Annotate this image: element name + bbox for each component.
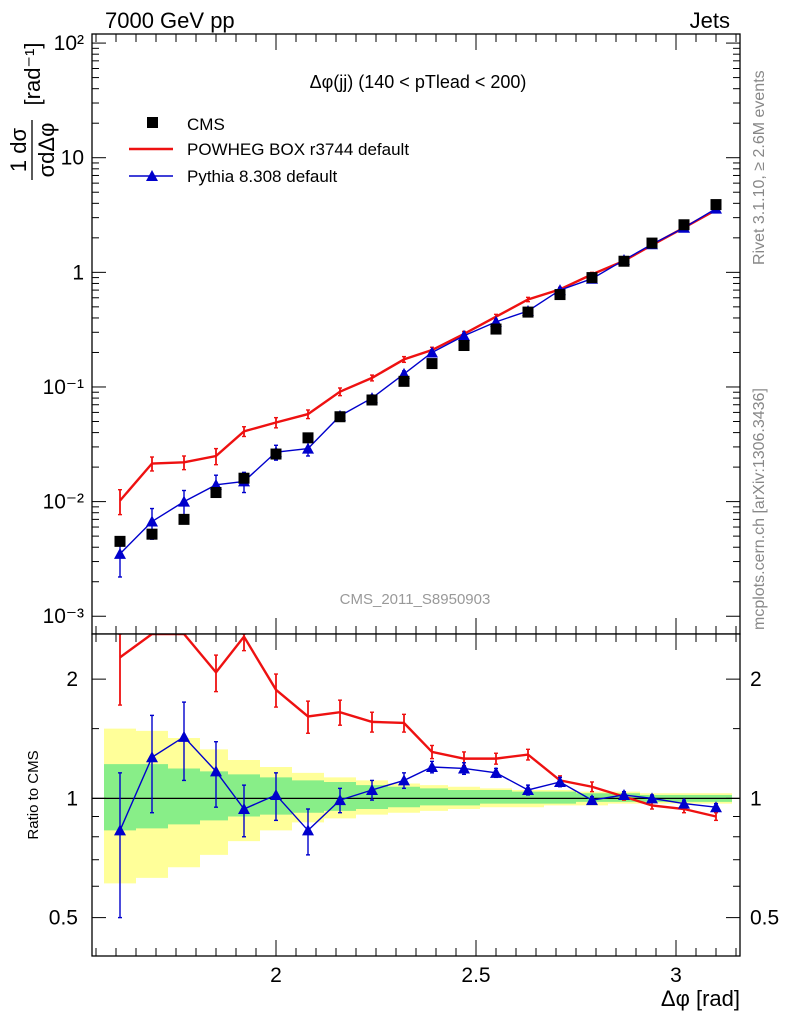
pythia-point xyxy=(114,547,126,559)
legend-entry-cms: CMS xyxy=(147,115,225,134)
ratio-pythia-point xyxy=(238,803,250,815)
cms-point xyxy=(458,340,470,352)
ratio-pythia-point xyxy=(646,792,658,804)
cms-point xyxy=(646,237,658,249)
ratio-pythia-point xyxy=(490,766,502,778)
y-tick-label: 10⁻² xyxy=(43,491,84,514)
ratio-pythia-point xyxy=(146,751,158,763)
chart-title: Δφ(jj) (140 < pTlead < 200) xyxy=(310,72,527,92)
cms-point xyxy=(710,199,722,211)
y-tick-label: 1 xyxy=(72,261,84,284)
cms-point xyxy=(238,472,250,484)
ratio-powheg-line xyxy=(119,634,717,818)
ratio-pythia-point xyxy=(554,775,566,787)
legend-label-cms: CMS xyxy=(187,115,225,134)
ratio-y-tick-label-right: 0.5 xyxy=(750,907,779,930)
x-tick-label: 2.5 xyxy=(461,964,490,987)
ratio-y-tick-label: 1 xyxy=(66,787,78,810)
pythia-point xyxy=(426,346,438,358)
ratio-y-tick-label-right: 2 xyxy=(750,668,762,691)
cms-point xyxy=(178,513,190,525)
ratio-pythia-point xyxy=(678,797,690,809)
main-panel: 10⁻³ 10⁻² 10⁻¹ 1 10 10² Δφ(jj) (140 < pTlead … xyxy=(6,32,741,635)
energy-label: 7000 GeV pp xyxy=(105,8,235,33)
main-y-axis-label: 1 dσ σdΔφ [rad⁻¹] xyxy=(6,43,59,180)
svg-text:1 dσ: 1 dσ xyxy=(6,128,31,173)
legend-marker-cms xyxy=(147,117,158,128)
ratio-y-tick-label: 2 xyxy=(66,668,78,691)
analysis-watermark: CMS_2011_S8950903 xyxy=(340,591,491,608)
ratio-pythia-point xyxy=(426,761,438,773)
process-label: Jets xyxy=(690,8,730,33)
cms-point xyxy=(398,375,410,387)
cms-point xyxy=(146,528,158,540)
cms-point xyxy=(586,272,598,284)
ratio-y-tick-label: 0.5 xyxy=(49,907,78,930)
ratio-y-tick-label-right: 1 xyxy=(750,787,762,810)
ratio-pythia-point xyxy=(522,783,534,795)
y-tick-label: 10 xyxy=(61,147,84,170)
pythia-point xyxy=(178,495,190,507)
legend-marker-pythia xyxy=(146,170,158,181)
ratio-pythia-point xyxy=(710,801,722,813)
ratio-pythia-point xyxy=(366,783,378,795)
ratio-pythia-point xyxy=(398,774,410,786)
cms-point xyxy=(366,394,378,406)
ratio-pythia-point xyxy=(334,794,346,806)
cms-point xyxy=(114,535,126,547)
cms-point xyxy=(270,448,282,460)
pythia-point xyxy=(302,442,314,454)
ratio-pythia-line xyxy=(119,735,717,832)
svg-text:[rad⁻¹]: [rad⁻¹] xyxy=(20,43,45,106)
cms-point xyxy=(522,306,534,318)
pythia-point xyxy=(458,329,470,341)
cms-point xyxy=(426,358,438,370)
ratio-pythia-point xyxy=(302,824,314,836)
cms-point xyxy=(554,289,566,301)
x-axis-label: Δφ [rad] xyxy=(661,986,740,1011)
ratio-pythia-point xyxy=(618,788,630,800)
uncertainty-band-inner xyxy=(104,764,732,831)
legend: CMS POWHEG BOX r3744 default Pythia 8.30… xyxy=(129,115,409,186)
y-tick-label: 10⁻¹ xyxy=(43,376,84,399)
y-tick-label: 10² xyxy=(54,32,84,55)
ratio-pythia-point xyxy=(210,765,222,777)
cms-point xyxy=(678,219,690,231)
mcplots-label: mcplots.cern.ch [arXiv:1306.3436] xyxy=(751,388,768,630)
legend-label-powheg: POWHEG BOX r3744 default xyxy=(187,140,409,159)
pythia-point xyxy=(146,515,158,527)
rivet-version-label: Rivet 3.1.10, ≥ 2.6M events xyxy=(751,70,768,265)
ratio-y-axis-label: Ratio to CMS xyxy=(25,750,42,839)
cms-point xyxy=(210,487,222,499)
x-tick-label: 3 xyxy=(670,964,682,987)
y-tick-label: 10⁻³ xyxy=(43,605,84,628)
x-tick-label: 2 xyxy=(270,964,282,987)
ratio-pythia-point xyxy=(178,730,190,742)
ratio-pythia-point xyxy=(458,762,470,774)
cms-point xyxy=(334,411,346,423)
ratio-pythia-point xyxy=(114,824,126,836)
svg-text:σdΔφ: σdΔφ xyxy=(34,123,59,178)
legend-entry-pythia: Pythia 8.308 default xyxy=(129,167,338,186)
ratio-panel: 2 2.5 3 0.5 0.5 1 1 2 2 Ratio to CMS Δφ [rad] xyxy=(25,633,779,1011)
cms-point xyxy=(618,255,630,267)
cms-point xyxy=(302,432,314,444)
legend-label-pythia: Pythia 8.308 default xyxy=(187,167,338,186)
legend-entry-powheg: POWHEG BOX r3744 default xyxy=(129,140,409,159)
cms-point xyxy=(490,323,502,335)
ratio-pythia-point xyxy=(270,788,282,800)
ratio-pythia-point xyxy=(586,794,598,806)
